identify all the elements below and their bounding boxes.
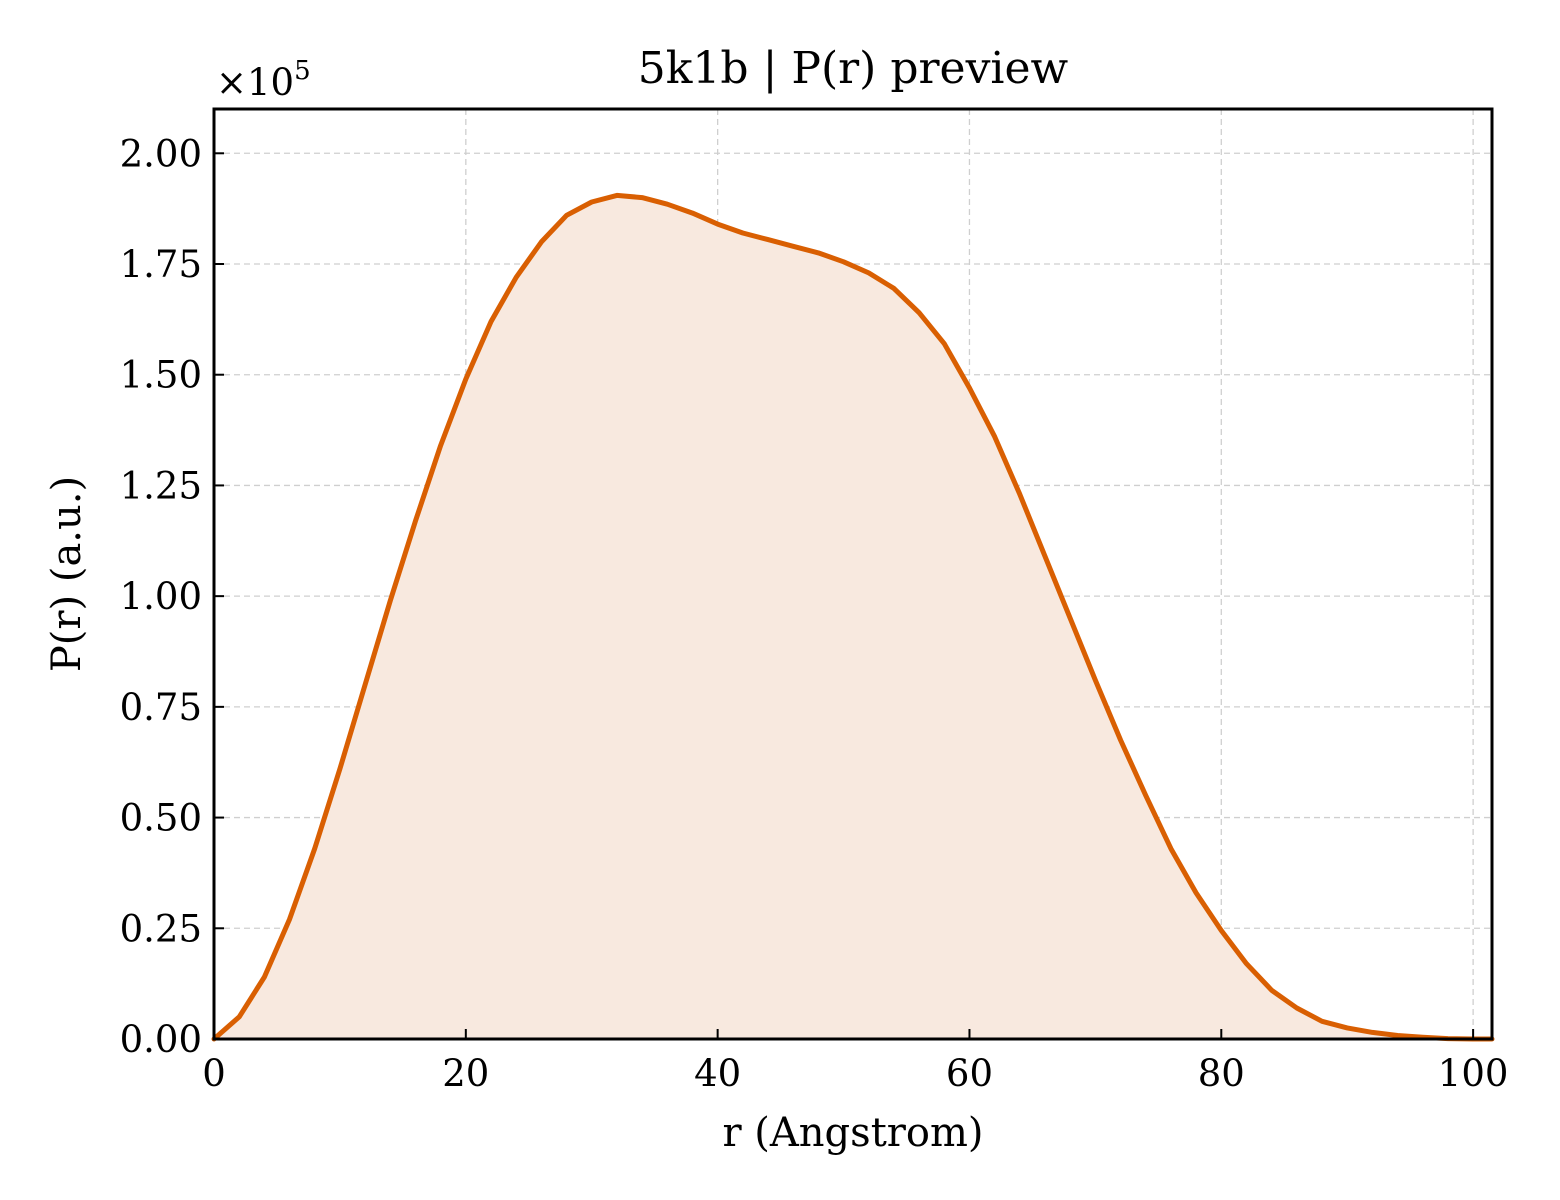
y-tick-label: 1.75 — [120, 243, 202, 286]
x-tick-label: 100 — [1438, 1052, 1509, 1095]
x-axis-title: r (Angstrom) — [722, 1110, 983, 1156]
y-tick-label: 1.00 — [120, 575, 202, 618]
y-axis-scale-factor: ×105 — [216, 56, 311, 104]
y-tick-label: 0.00 — [120, 1018, 202, 1061]
plot-frame — [212, 107, 1494, 1041]
series-line — [211, 192, 1495, 1042]
y-axis-title: P(r) (a.u.) — [44, 476, 90, 672]
y-tick-label: 1.50 — [120, 354, 202, 397]
x-tick-label: 60 — [946, 1052, 993, 1095]
x-tick-label: 40 — [694, 1052, 741, 1095]
axis-ticks: 0 20 40 60 80 100 0.00 0.25 0.50 0.75 1.00 1.25 1.50… — [120, 132, 1509, 1095]
y-tick-label: 1.25 — [120, 464, 202, 507]
x-tick-label: 80 — [1198, 1052, 1245, 1095]
y-tick-label: 0.50 — [120, 797, 202, 840]
x-tick-label: 20 — [442, 1052, 489, 1095]
area-fill — [214, 195, 1492, 1039]
x-tick-label: 0 — [202, 1052, 226, 1095]
chart-title: 5k1b | P(r) preview — [638, 43, 1069, 94]
y-tick-label: 0.75 — [120, 686, 202, 729]
y-tick-label: 2.00 — [120, 132, 202, 175]
y-axis-scale-exponent: 5 — [294, 56, 311, 86]
y-tick-label: 0.25 — [120, 907, 202, 950]
